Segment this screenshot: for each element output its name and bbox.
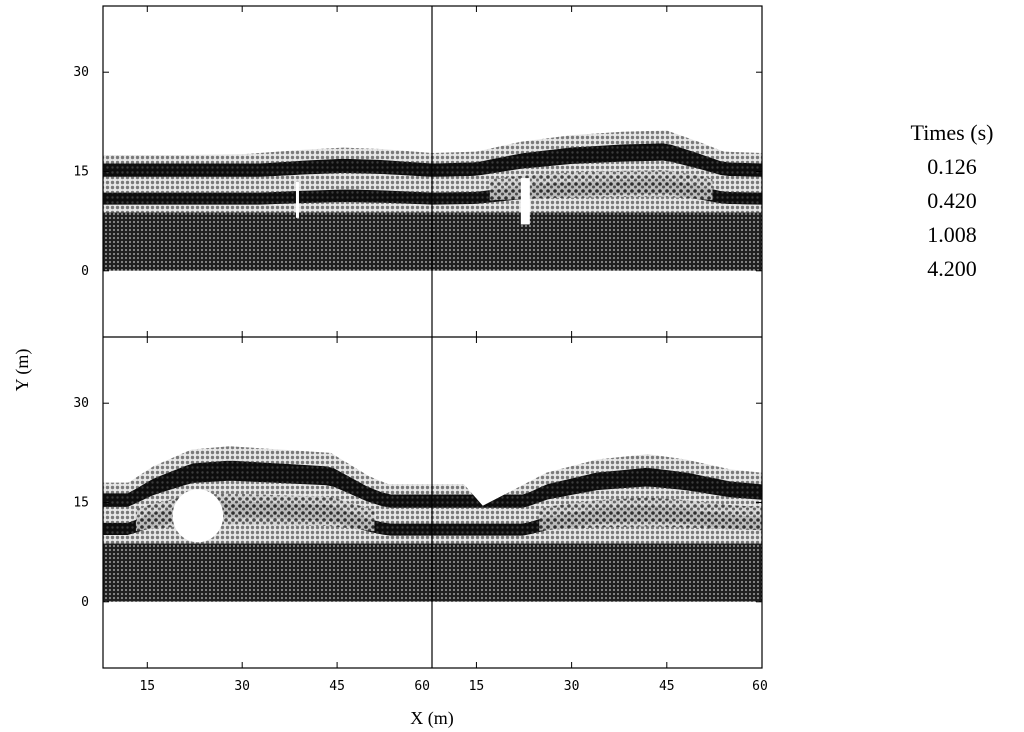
- x-tick-label-left-15: 15: [139, 679, 155, 694]
- panel-top-right: [432, 130, 762, 271]
- stratigraphy-bottom-left: [103, 446, 432, 602]
- x-tick-label-right-15: 15: [469, 679, 485, 694]
- legend-title: Times (s): [910, 120, 994, 145]
- y-tick-label-top-30: 30: [73, 65, 89, 80]
- y-tick-label-top-15: 15: [73, 165, 89, 180]
- x-tick-label-right-45: 45: [659, 679, 675, 694]
- panels-layer: [103, 130, 762, 602]
- y-tick-label-bottom-30: 30: [73, 396, 89, 411]
- panel-bottom-right: [432, 454, 762, 602]
- legend-entry-2: 0.420: [927, 188, 977, 213]
- deep-layer: [103, 212, 432, 271]
- panel-top-left: [103, 147, 432, 271]
- ticks-layer: 0 15 30 0 15 30 15 30 45 60 15 30 45 60: [73, 6, 768, 694]
- stratigraphy-bottom-right: [432, 454, 762, 602]
- legend: Times (s) 0.126 0.420 1.008 4.200: [890, 116, 1014, 286]
- charge-column: [295, 181, 299, 218]
- legend-entry-3: 1.008: [927, 222, 977, 247]
- dark-band-1: [103, 158, 432, 177]
- panel-bottom-left: [103, 446, 432, 602]
- stratigraphy-top-left: [103, 147, 432, 271]
- disturbed-zone: [539, 497, 762, 531]
- dark-band-1: [432, 143, 762, 177]
- x-tick-label-left-30: 30: [234, 679, 250, 694]
- x-tick-label-right-30: 30: [564, 679, 580, 694]
- deep-layer: [432, 212, 762, 271]
- dark-band-1: [103, 460, 432, 508]
- y-tick-label-top-0: 0: [81, 264, 89, 279]
- x-tick-label-left-60: 60: [414, 679, 430, 694]
- x-tick-label-right-60: 60: [752, 679, 768, 694]
- y-tick-label-bottom-0: 0: [81, 595, 89, 610]
- x-tick-label-left-45: 45: [329, 679, 345, 694]
- x-axis-title: X (m): [410, 708, 454, 729]
- cavity: [172, 489, 224, 543]
- legend-entry-4: 4.200: [927, 256, 977, 281]
- y-tick-label-bottom-15: 15: [73, 496, 89, 511]
- charge-column: [520, 178, 530, 225]
- legend-entry-1: 0.126: [927, 154, 977, 179]
- y-axis-title: Y (m): [12, 349, 33, 392]
- dark-band-1: [432, 467, 762, 508]
- stratigraphy-top-right: [432, 130, 762, 271]
- deep-layer: [103, 543, 432, 602]
- dark-band-2: [103, 189, 432, 205]
- deep-layer: [432, 543, 762, 602]
- disturbed-zone: [489, 170, 713, 201]
